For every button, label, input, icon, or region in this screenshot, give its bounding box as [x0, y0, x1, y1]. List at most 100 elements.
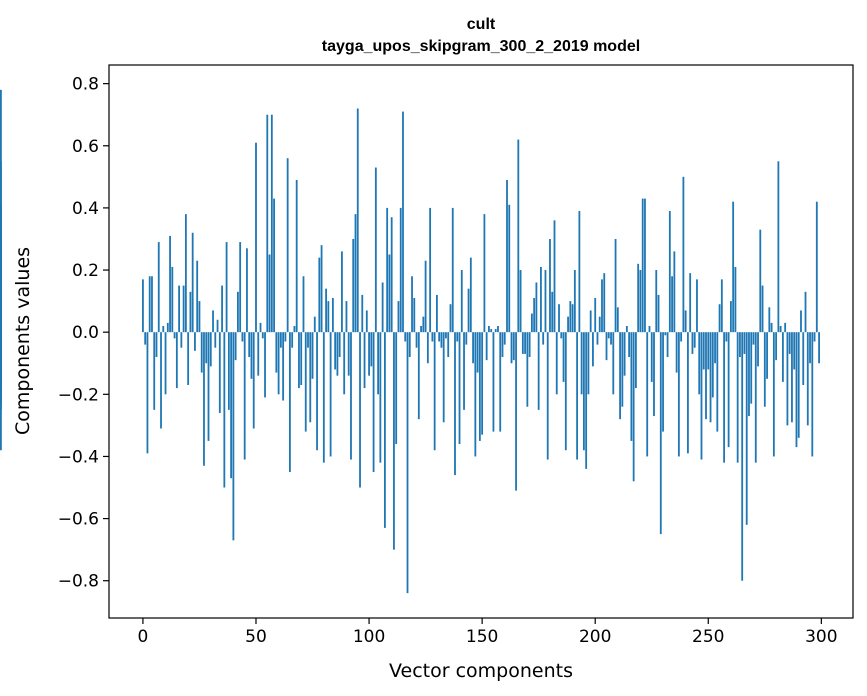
bar — [786, 332, 789, 426]
bar — [621, 332, 624, 407]
bar — [343, 332, 346, 395]
bar — [540, 266, 542, 333]
bar — [648, 325, 651, 333]
bar — [772, 332, 775, 457]
bar — [347, 332, 350, 376]
bar — [264, 332, 266, 398]
bar — [415, 332, 418, 348]
bar — [578, 211, 581, 333]
bar — [759, 229, 762, 333]
bar — [582, 332, 585, 451]
bar — [757, 332, 759, 367]
x-tick-label: 100 — [353, 627, 385, 647]
bar — [684, 310, 687, 333]
bar — [284, 332, 287, 342]
bar — [404, 332, 407, 342]
bar — [517, 139, 520, 333]
bar — [537, 332, 540, 410]
bar — [241, 332, 244, 342]
bar — [451, 207, 454, 333]
bar — [225, 242, 228, 333]
bar — [227, 332, 230, 410]
bar — [714, 332, 716, 364]
bar — [736, 332, 739, 463]
bar — [261, 332, 264, 339]
y-tick-label: 0.4 — [72, 199, 99, 219]
bar — [754, 332, 757, 463]
bar — [535, 282, 538, 333]
bar — [268, 254, 271, 333]
bar — [413, 298, 416, 333]
bar — [791, 332, 793, 423]
bar — [341, 251, 343, 333]
y-tick-label: 0.6 — [72, 137, 99, 157]
bar — [180, 332, 183, 348]
bar — [490, 329, 493, 333]
bar — [433, 332, 436, 451]
bar — [383, 332, 386, 528]
bar — [478, 332, 481, 441]
bar — [467, 288, 470, 333]
bar — [191, 232, 194, 333]
bar — [592, 332, 594, 367]
bar — [655, 270, 658, 333]
bar — [442, 332, 445, 423]
bar — [720, 279, 723, 333]
bar — [775, 332, 778, 361]
bar — [336, 332, 339, 376]
bar — [184, 214, 187, 333]
bar — [806, 332, 809, 426]
bar — [628, 332, 631, 358]
bar — [402, 111, 404, 333]
bar — [426, 332, 429, 364]
bar — [558, 304, 560, 333]
bar — [411, 276, 413, 333]
bar — [619, 332, 621, 420]
bar — [166, 322, 169, 333]
bar — [472, 332, 474, 364]
bar — [815, 201, 818, 333]
bar — [282, 332, 285, 401]
bar — [449, 304, 452, 333]
bar — [625, 325, 628, 333]
bar — [766, 332, 768, 379]
bar — [370, 332, 373, 367]
bar — [182, 285, 185, 333]
bar — [325, 288, 327, 333]
bar — [671, 276, 673, 333]
bar — [743, 332, 746, 354]
bar — [524, 332, 526, 354]
bar — [458, 332, 461, 445]
bar — [585, 332, 588, 469]
bar — [705, 332, 707, 420]
bar — [576, 332, 579, 460]
bar — [252, 332, 255, 429]
bar — [203, 332, 205, 466]
bar — [295, 179, 298, 333]
bar — [456, 332, 459, 342]
bar — [212, 310, 214, 333]
bar — [598, 316, 601, 333]
bar — [237, 291, 239, 333]
bar — [580, 332, 583, 395]
bar — [246, 248, 248, 333]
bar — [313, 316, 316, 333]
bar — [727, 332, 730, 448]
bar — [160, 332, 162, 429]
bar — [811, 332, 814, 457]
bar — [553, 220, 556, 333]
bar — [234, 332, 237, 361]
bar — [528, 332, 531, 358]
bar — [635, 332, 637, 389]
bar — [417, 332, 420, 420]
bar — [374, 167, 377, 333]
bar — [481, 332, 484, 435]
bar — [334, 332, 337, 370]
bar — [569, 301, 572, 333]
bar — [350, 332, 352, 460]
bar — [221, 285, 223, 333]
bar — [368, 332, 370, 376]
bar — [761, 285, 764, 333]
bar — [709, 332, 712, 423]
